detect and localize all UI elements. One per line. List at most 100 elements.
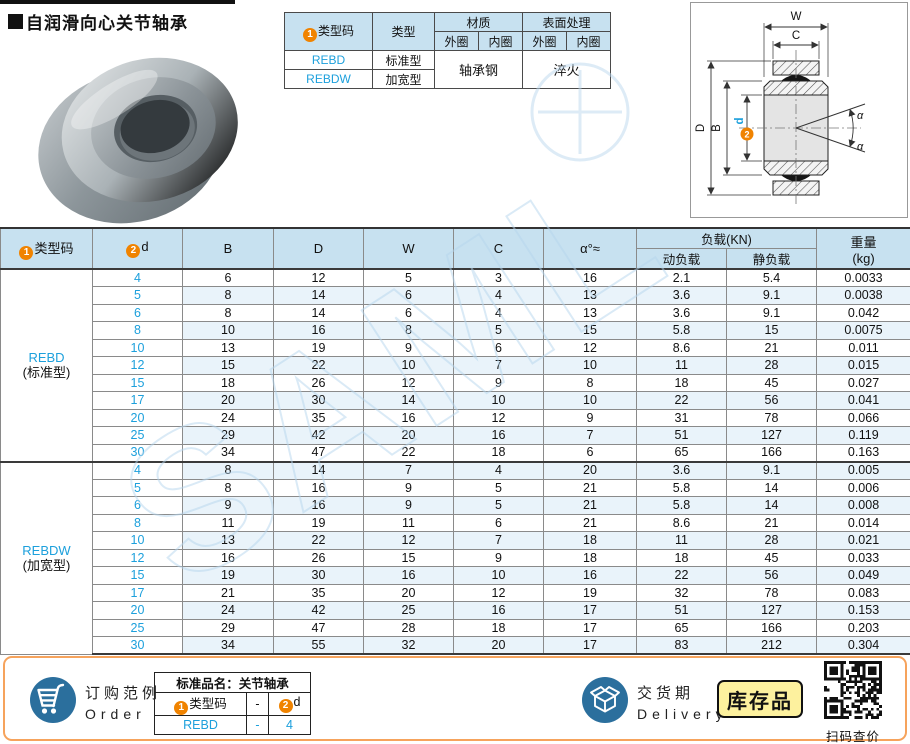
data-cell: 166: [725, 618, 818, 637]
qr-code: [824, 661, 882, 719]
data-cell: 32: [363, 636, 454, 655]
data-cell: 8.6: [636, 513, 727, 532]
data-cell: 21: [725, 513, 818, 532]
data-cell: 35: [273, 583, 364, 602]
data-cell: 20: [363, 426, 454, 445]
data-cell: 18: [636, 373, 727, 392]
spec-header-inner-ring: 内圈: [478, 31, 523, 51]
data-cell: 0.083: [816, 583, 910, 602]
data-cell: 65: [636, 618, 727, 637]
data-cell: 28: [725, 531, 818, 550]
order-col-type-code: 1 类型码: [154, 692, 247, 716]
header-type-code: 1 类型码: [0, 227, 93, 270]
data-cell: 32: [636, 583, 727, 602]
data-cell: 51: [636, 601, 727, 620]
data-cell: 0.005: [816, 460, 910, 480]
order-label-cn: 订购范例: [85, 685, 162, 702]
spec-header-inner-ring2: 内圈: [566, 31, 611, 51]
data-cell: 5.8: [636, 496, 727, 515]
spec-header-surface: 表面处理: [522, 12, 611, 32]
data-cell: 0.041: [816, 391, 910, 410]
data-cell: 12: [273, 268, 364, 287]
data-cell: 212: [725, 636, 818, 655]
data-cell: 15: [182, 356, 274, 375]
header-alpha: α°≈: [543, 227, 637, 270]
data-cell: 12: [363, 373, 454, 392]
d-value-cell: 15: [92, 373, 183, 392]
data-cell: 0.0038: [816, 286, 910, 305]
data-cell: 29: [182, 618, 274, 637]
data-cell: 29: [182, 426, 274, 445]
data-cell: 21: [182, 583, 274, 602]
header-w: W: [363, 227, 454, 270]
data-cell: 0.021: [816, 531, 910, 550]
data-cell: 19: [273, 513, 364, 532]
data-cell: 8: [182, 303, 274, 322]
data-cell: 6: [363, 286, 454, 305]
data-cell: 3.6: [636, 303, 727, 322]
data-cell: 7: [543, 426, 637, 445]
d-outer-dim-label: D: [695, 124, 707, 132]
d-value-cell: 6: [92, 496, 183, 515]
data-cell: 26: [273, 548, 364, 567]
data-cell: 6: [543, 443, 637, 462]
data-cell: 47: [273, 618, 364, 637]
circle-2-digit: 2: [744, 130, 749, 140]
bearing-photo-graphic: [38, 57, 238, 224]
data-cell: 127: [725, 426, 818, 445]
header-weight: 重量 (kg): [816, 227, 910, 270]
data-cell: 14: [273, 460, 364, 480]
data-cell: 21: [543, 513, 637, 532]
data-cell: 35: [273, 408, 364, 427]
data-cell: 19: [543, 583, 637, 602]
data-cell: 30: [273, 391, 364, 410]
data-cell: 14: [725, 478, 818, 497]
bearing-cross-section-drawing: α α W C D B d 2: [695, 11, 866, 206]
data-cell: 12: [453, 583, 544, 602]
data-cell: 5: [453, 321, 544, 340]
data-cell: 17: [543, 601, 637, 620]
page-title: 自润滑向心关节轴承: [8, 9, 188, 34]
spec-code-rebdw: REBDW: [284, 69, 373, 89]
data-cell: 28: [725, 356, 818, 375]
data-cell: 17: [543, 636, 637, 655]
spec-header-type-code: 1 类型码: [284, 12, 373, 51]
data-cell: 78: [725, 408, 818, 427]
data-cell: 18: [636, 548, 727, 567]
data-cell: 20: [543, 460, 637, 480]
d-value-cell: 25: [92, 618, 183, 637]
data-cell: 42: [273, 601, 364, 620]
data-cell: 16: [543, 268, 637, 287]
data-cell: 9: [363, 338, 454, 357]
order-value-d: 4: [268, 715, 311, 735]
data-cell: 8: [182, 286, 274, 305]
data-cell: 83: [636, 636, 727, 655]
data-cell: 0.163: [816, 443, 910, 462]
data-cell: 22: [636, 566, 727, 585]
title-square-icon: [8, 14, 23, 29]
circle-2-icon: 2: [126, 244, 141, 258]
data-cell: 24: [182, 601, 274, 620]
data-cell: 10: [543, 391, 637, 410]
b-dim-label: B: [711, 124, 723, 132]
data-cell: 55: [273, 636, 364, 655]
d-value-cell: 15: [92, 566, 183, 585]
d-value-cell: 20: [92, 408, 183, 427]
data-cell: 14: [273, 286, 364, 305]
data-cell: 16: [363, 566, 454, 585]
circle-2-icon: [740, 127, 754, 141]
delivery-package-icon: [582, 677, 628, 723]
top-rule-line: [0, 0, 235, 4]
w-dim-label: W: [791, 11, 802, 23]
data-cell: 12: [453, 408, 544, 427]
data-cell: 3: [453, 268, 544, 287]
data-cell: 51: [636, 426, 727, 445]
d-value-cell: 12: [92, 548, 183, 567]
circle-1-icon: 1: [302, 27, 317, 42]
data-cell: 20: [363, 583, 454, 602]
data-cell: 6: [182, 268, 274, 287]
data-cell: 6: [453, 338, 544, 357]
